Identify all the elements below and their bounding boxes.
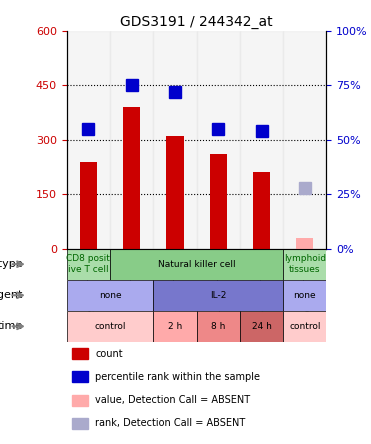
FancyBboxPatch shape <box>110 249 283 280</box>
Bar <box>253 172 270 249</box>
FancyBboxPatch shape <box>283 311 326 342</box>
FancyBboxPatch shape <box>67 311 153 342</box>
Bar <box>72 395 88 406</box>
Text: control: control <box>94 322 126 331</box>
Bar <box>72 348 88 359</box>
Text: none: none <box>99 291 121 300</box>
Text: GSM198942: GSM198942 <box>127 253 137 312</box>
Text: 24 h: 24 h <box>252 322 272 331</box>
Text: CD8 posit
ive T cell: CD8 posit ive T cell <box>66 254 110 274</box>
Text: cell type: cell type <box>0 259 23 269</box>
Bar <box>80 162 97 249</box>
Bar <box>210 155 227 249</box>
Text: 2 h: 2 h <box>168 322 182 331</box>
Text: rank, Detection Call = ABSENT: rank, Detection Call = ABSENT <box>95 418 246 428</box>
FancyBboxPatch shape <box>153 280 283 311</box>
Text: value, Detection Call = ABSENT: value, Detection Call = ABSENT <box>95 395 250 405</box>
Text: IL-2: IL-2 <box>210 291 226 300</box>
Bar <box>240 31 283 249</box>
FancyBboxPatch shape <box>240 311 283 342</box>
Bar <box>283 31 326 249</box>
Bar <box>296 238 313 249</box>
Text: agent: agent <box>0 290 23 300</box>
Bar <box>153 31 197 249</box>
Text: count: count <box>95 349 123 359</box>
Bar <box>72 418 88 429</box>
Bar <box>166 136 184 249</box>
Text: time: time <box>0 321 23 331</box>
Text: control: control <box>289 322 321 331</box>
FancyBboxPatch shape <box>67 280 153 311</box>
FancyBboxPatch shape <box>67 249 110 280</box>
Text: Natural killer cell: Natural killer cell <box>158 260 236 269</box>
FancyBboxPatch shape <box>197 311 240 342</box>
Text: GSM198944: GSM198944 <box>213 253 223 312</box>
Text: GSM198945: GSM198945 <box>257 253 266 312</box>
Bar <box>72 371 88 382</box>
Text: lymphoid
tissues: lymphoid tissues <box>284 254 326 274</box>
Bar <box>110 31 153 249</box>
Title: GDS3191 / 244342_at: GDS3191 / 244342_at <box>120 15 273 29</box>
Bar <box>67 31 110 249</box>
Bar <box>123 107 140 249</box>
Text: 8 h: 8 h <box>211 322 226 331</box>
FancyBboxPatch shape <box>153 311 197 342</box>
Bar <box>197 31 240 249</box>
Text: none: none <box>293 291 316 300</box>
FancyBboxPatch shape <box>283 249 326 280</box>
Text: GSM198958: GSM198958 <box>83 253 93 312</box>
Text: GSM198943: GSM198943 <box>170 253 180 312</box>
Text: GSM198959: GSM198959 <box>300 253 310 312</box>
FancyBboxPatch shape <box>283 280 326 311</box>
Text: percentile rank within the sample: percentile rank within the sample <box>95 372 260 382</box>
